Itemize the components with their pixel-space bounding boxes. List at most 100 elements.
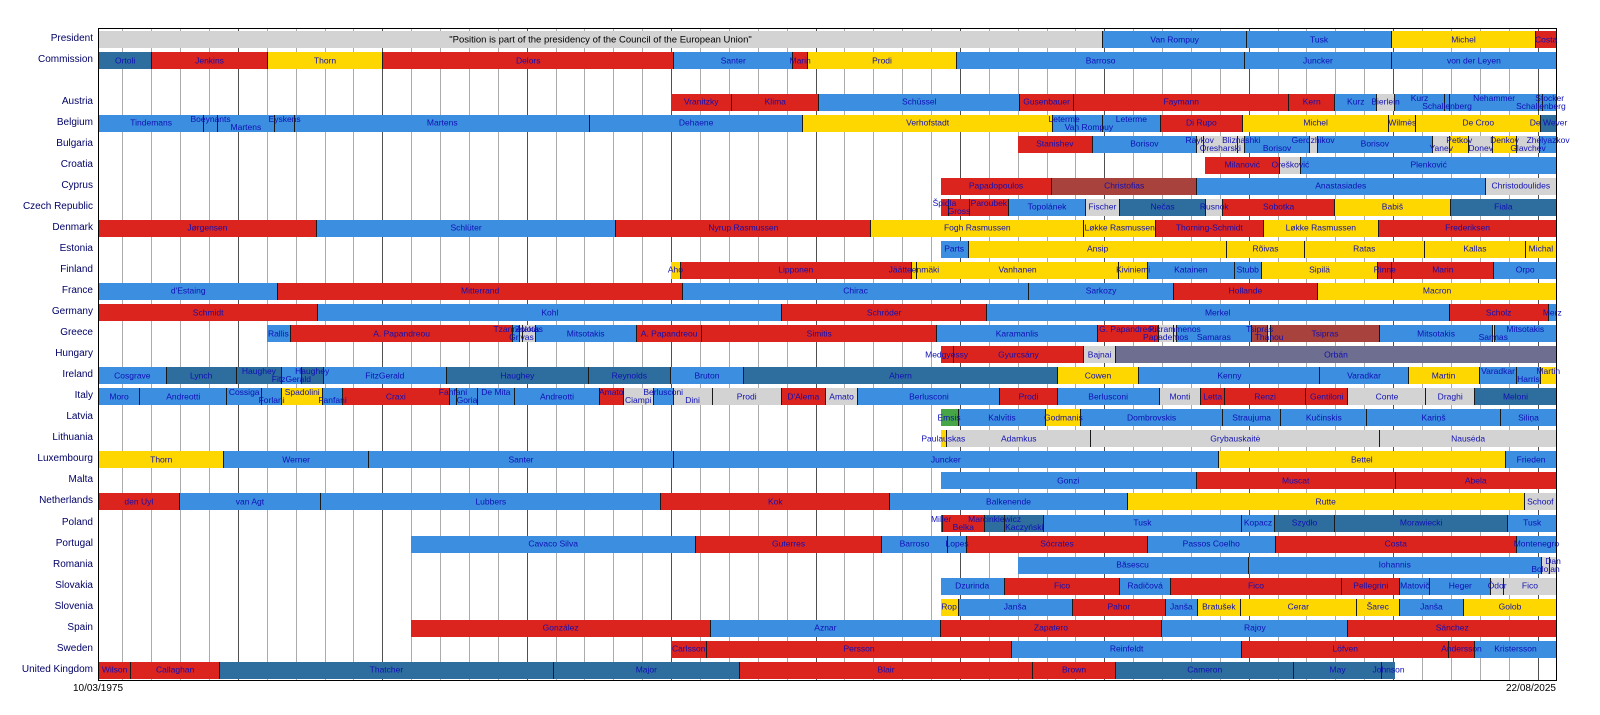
timeline-segment: Fico xyxy=(1003,577,1120,595)
segment-label: van Agt xyxy=(235,496,265,507)
segment-label: Sipilä xyxy=(1309,264,1330,275)
timeline-segment: Tsipras xyxy=(1246,325,1273,343)
timeline-segment: Juncker xyxy=(1244,52,1391,70)
timeline-row: Thorn Werner Santer Juncker Bettel Frieden xyxy=(99,451,1556,469)
timeline-row: "Position is part of the presidency of t… xyxy=(99,31,1558,48)
segment-label: Martin xyxy=(1431,370,1456,381)
segment-label: Sobotka xyxy=(1263,201,1295,212)
segment-label: Fiala xyxy=(1494,201,1513,212)
timeline-segment: Sarkozy xyxy=(1028,282,1173,300)
timeline-row: Wilson Callaghan Thatcher Major Blair Brown Ca… xyxy=(99,661,1556,679)
year-gridline xyxy=(902,29,904,680)
segment-label: d'Estaing xyxy=(170,285,206,296)
row-label: Italy xyxy=(74,390,93,402)
segment-label: Sánchez xyxy=(1435,622,1469,633)
timeline-row: Carlsson Persson Reinfeldt Löfven Andersson K… xyxy=(99,640,1556,658)
segment-label: Ciampi xyxy=(625,395,652,406)
timeline-segment: Dombrovskis xyxy=(1080,409,1222,427)
timeline-segment: Parts xyxy=(940,240,968,258)
year-gridline xyxy=(411,29,413,680)
timeline-segment: Letta xyxy=(1200,388,1225,406)
segment-label: Christofias xyxy=(1104,180,1145,191)
timeline-segment: Johnson xyxy=(1372,661,1405,679)
timeline-segment: Rõivas xyxy=(1226,240,1304,258)
segment-label: Grybauskaitė xyxy=(1210,433,1261,444)
segment-label: Berlusconi xyxy=(909,391,949,402)
segment-label: Amato xyxy=(598,387,624,398)
segment-label: FitzGerald xyxy=(365,370,405,381)
timeline-segment: Marin xyxy=(789,52,811,70)
timeline-segment: Kopacz xyxy=(1240,514,1275,532)
timeline-segment: Christofias xyxy=(1051,177,1196,195)
timeline-segment: Adamkus xyxy=(946,430,1091,448)
timeline-segment: Mitsotakis xyxy=(534,325,636,343)
timeline-segment: Carlsson xyxy=(671,640,707,658)
segment-label: Mitterrand xyxy=(460,285,500,296)
plot-area: "Position is part of the presidency of t… xyxy=(98,28,1570,681)
row-label: Portugal xyxy=(55,537,93,549)
segment-label: Rõivas xyxy=(1252,243,1279,254)
timeline-row: Schmidt Kohl Schröder Merkel Scholz Merz xyxy=(99,304,1562,321)
timeline-segment: Juncker xyxy=(673,451,1218,469)
timeline-segment: Rop xyxy=(940,598,958,616)
timeline-segment: Abela xyxy=(1394,472,1556,490)
timeline-segment: De Mita xyxy=(476,388,514,406)
timeline-segment: Bolojan xyxy=(1531,556,1560,574)
segment-label: Sarkozy xyxy=(1085,285,1117,296)
timeline-row: Dzurinda Fico Radičová Fico Pellegrini Matovi… xyxy=(99,577,1556,595)
timeline-segment: Dan xyxy=(1545,556,1561,574)
row-label: Estonia xyxy=(59,242,93,254)
timeline-segment: Haughey xyxy=(295,367,329,385)
segment-label: Berlusconi xyxy=(1088,391,1128,402)
row-label: Ireland xyxy=(62,369,93,381)
segment-label: Bruton xyxy=(694,370,720,381)
timeline-segment: Andreotti xyxy=(514,388,599,406)
row-label: Slovenia xyxy=(54,600,93,612)
segment-label: Jørgensen xyxy=(187,222,228,233)
timeline-segment: Guterres xyxy=(695,535,882,553)
timeline-segment: Kurz xyxy=(1393,93,1445,111)
timeline-row: Parts Ansip Rõivas Ratas Kallas Michal xyxy=(99,240,1556,258)
timeline-segment: Aznar xyxy=(710,619,940,637)
timeline-segment: FitzGerald xyxy=(322,367,446,385)
segment-label: Rallis xyxy=(267,328,289,339)
timeline-segment: Yanev xyxy=(1430,135,1453,153)
timeline-segment: Berlusconi xyxy=(1056,388,1159,406)
year-gridline xyxy=(786,29,788,680)
timeline-segment: D'Alema xyxy=(780,388,825,406)
segment-label: Craxi xyxy=(385,391,406,402)
timeline-segment: Monti xyxy=(1158,388,1201,406)
timeline-segment: Berlusconi xyxy=(857,388,1000,406)
timeline-segment: Nausėda xyxy=(1379,430,1556,448)
timeline-segment: Forlani xyxy=(259,388,285,406)
timeline-row: Băsescu Iohannis Bolojan Dan xyxy=(99,556,1561,574)
timeline-segment: Van Rompuy xyxy=(1065,114,1113,132)
timeline-segment: Karamanlis xyxy=(935,325,1098,343)
timeline-segment: Ansip xyxy=(967,240,1227,258)
timeline-segment: Martin xyxy=(1407,367,1479,385)
segment-label: De Croo xyxy=(1462,117,1495,128)
timeline-segment: Raykov xyxy=(1186,135,1214,153)
timeline-segment: Leterme xyxy=(1048,114,1080,132)
timeline-row: Cosgrave Lynch Haughey FitzGerald Haughey Fit… xyxy=(99,367,1560,385)
segment-label: Costa xyxy=(1534,34,1558,44)
segment-label: Montenegro xyxy=(1513,538,1560,549)
segment-label: Löfven xyxy=(1332,643,1358,654)
timeline-segment: Glavchev xyxy=(1510,135,1546,153)
segment-label: Belka xyxy=(952,521,974,532)
segment-label: A. Papandreou xyxy=(373,328,430,339)
segment-label: Juncker xyxy=(930,454,961,465)
year-gridline xyxy=(353,29,355,680)
timeline-segment: Vranitzky xyxy=(671,93,732,111)
segment-label: Mitsotakis xyxy=(566,328,605,339)
segment-label: Šarec xyxy=(1366,601,1389,612)
segment-label: Kok xyxy=(767,496,783,507)
timeline-segment: Fico xyxy=(1169,577,1342,595)
timeline-segment: Sánchez xyxy=(1347,619,1556,637)
timeline-segment: Szydło xyxy=(1274,514,1334,532)
segment-label: Dehaene xyxy=(678,117,714,128)
segment-label: Kurz xyxy=(1347,96,1365,107)
segment-label: Scholz xyxy=(1485,307,1512,317)
row-label: Germany xyxy=(51,306,93,317)
segment-label: Borisov xyxy=(1130,138,1159,149)
